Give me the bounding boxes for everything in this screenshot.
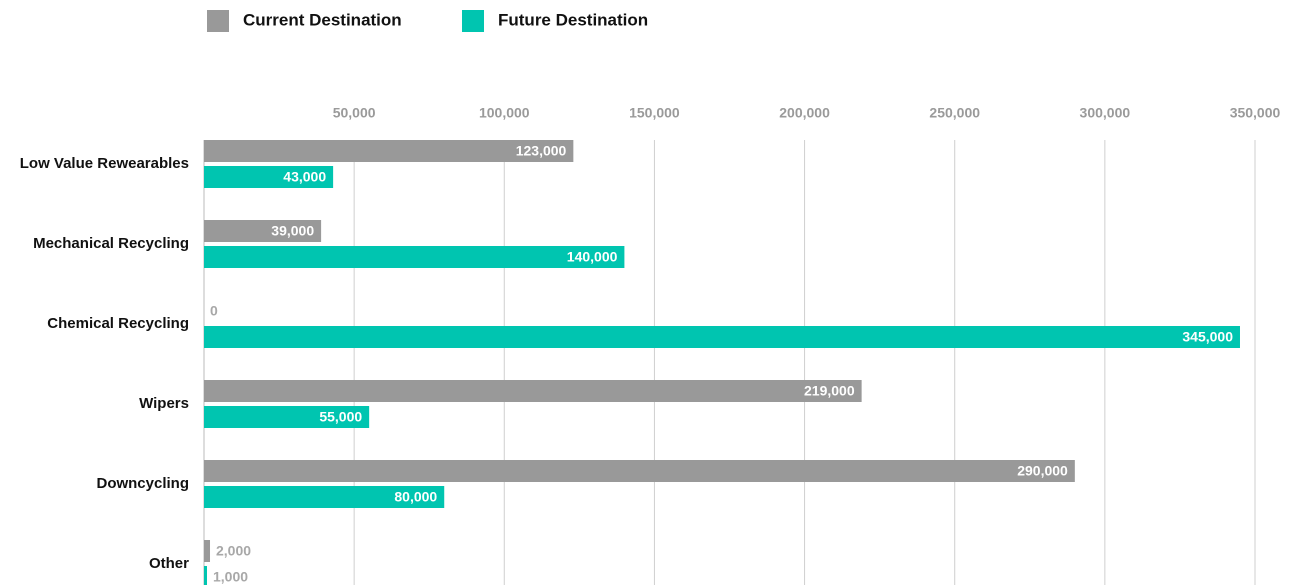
legend-swatch <box>462 10 484 32</box>
bar <box>204 460 1075 482</box>
x-tick-label: 100,000 <box>479 105 530 121</box>
bar <box>204 220 322 242</box>
x-tick-label: 300,000 <box>1080 105 1131 121</box>
category-label: Chemical Recycling <box>47 315 189 332</box>
value-label: 2,000 <box>216 543 251 559</box>
bar <box>204 566 208 585</box>
category-label: Mechanical Recycling <box>33 235 189 252</box>
value-label: 39,000 <box>271 223 314 239</box>
bar <box>204 540 211 562</box>
value-label: 43,000 <box>283 169 326 185</box>
bar <box>204 406 370 428</box>
value-label: 140,000 <box>567 249 618 265</box>
category-label: Low Value Rewearables <box>20 155 189 172</box>
value-label: 1,000 <box>213 569 248 585</box>
x-tick-label: 200,000 <box>779 105 830 121</box>
category-label: Wipers <box>139 395 189 412</box>
bar <box>204 166 334 188</box>
value-label: 0 <box>210 303 218 319</box>
category-label: Other <box>149 555 189 572</box>
category-label: Downcycling <box>96 475 189 492</box>
legend-label: Future Destination <box>498 10 648 29</box>
bar <box>204 246 625 268</box>
x-tick-label: 250,000 <box>929 105 980 121</box>
bar <box>204 326 1240 348</box>
value-label: 219,000 <box>804 383 855 399</box>
value-label: 290,000 <box>1017 463 1068 479</box>
value-label: 345,000 <box>1182 329 1233 345</box>
legend-label: Current Destination <box>243 10 402 29</box>
bar <box>204 140 574 162</box>
value-label: 80,000 <box>394 489 437 505</box>
x-tick-label: 50,000 <box>333 105 376 121</box>
value-label: 123,000 <box>516 143 567 159</box>
legend-swatch <box>207 10 229 32</box>
bar <box>204 380 862 402</box>
x-tick-label: 350,000 <box>1230 105 1281 121</box>
bar <box>204 486 445 508</box>
value-label: 55,000 <box>319 409 362 425</box>
x-tick-label: 150,000 <box>629 105 680 121</box>
